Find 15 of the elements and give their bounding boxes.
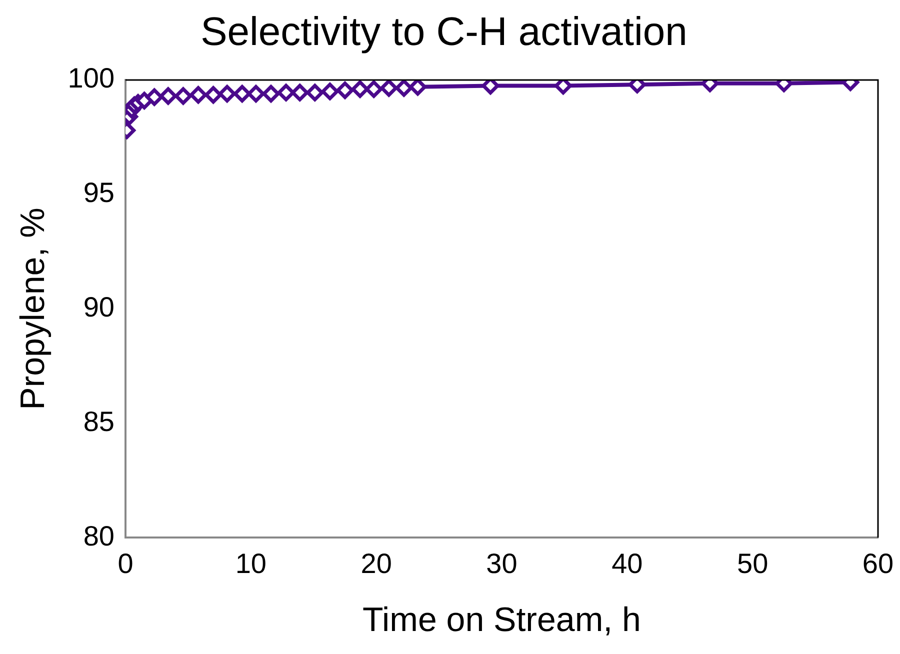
y-tick-label: 80 [83, 520, 115, 552]
y-tick-label: 100 [68, 62, 115, 94]
x-tick-label: 50 [737, 548, 768, 580]
x-tick-label: 30 [486, 548, 518, 580]
x-tick-label: 0 [118, 548, 134, 580]
x-tick-label: 60 [862, 548, 894, 580]
x-axis-title: Time on Stream, h [362, 600, 641, 639]
y-tick-label: 85 [83, 406, 115, 437]
chart-title: Selectivity to C-H activation [200, 10, 688, 54]
y-tick-label: 95 [83, 177, 115, 208]
y-axis-title: Propylene, % [14, 208, 52, 410]
x-tick-label: 40 [612, 548, 643, 580]
x-tick-label: 10 [235, 548, 267, 580]
y-tick-label: 90 [83, 292, 115, 323]
x-tick-label: 20 [360, 548, 392, 580]
